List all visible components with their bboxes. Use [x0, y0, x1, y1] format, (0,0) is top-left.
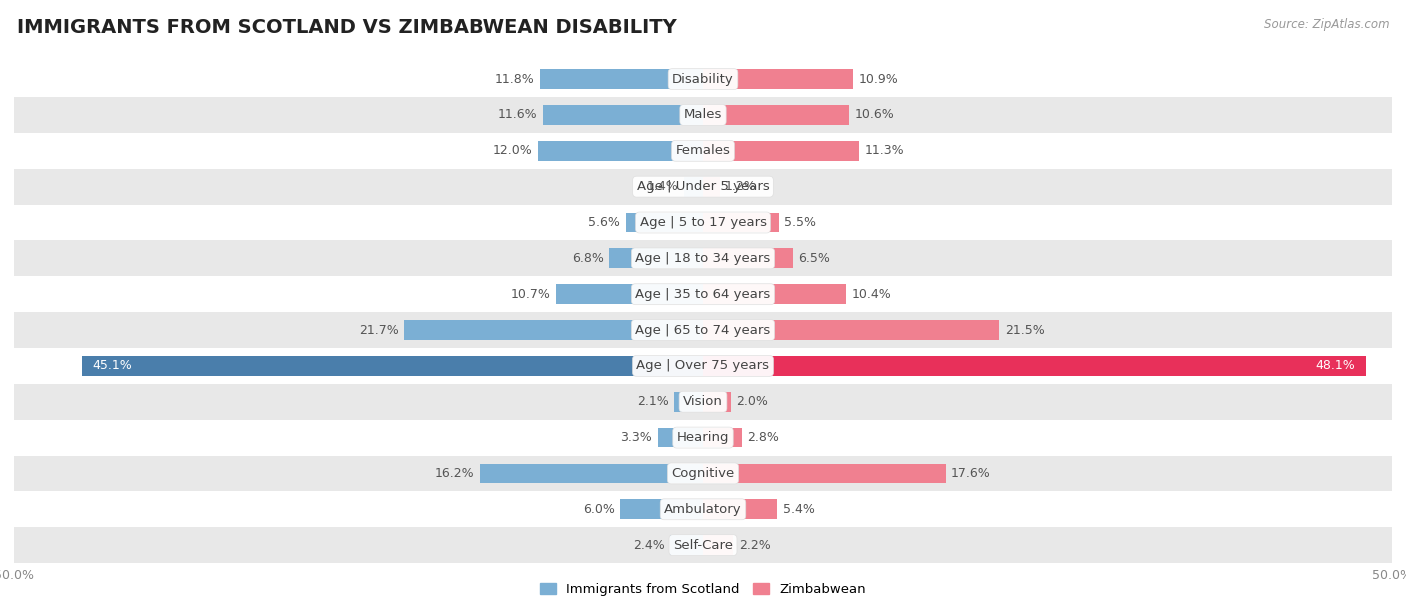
- Text: Source: ZipAtlas.com: Source: ZipAtlas.com: [1264, 18, 1389, 31]
- Text: 45.1%: 45.1%: [93, 359, 132, 372]
- Text: 5.6%: 5.6%: [589, 216, 620, 229]
- Legend: Immigrants from Scotland, Zimbabwean: Immigrants from Scotland, Zimbabwean: [534, 578, 872, 602]
- Text: 11.6%: 11.6%: [498, 108, 537, 121]
- Text: Ambulatory: Ambulatory: [664, 503, 742, 516]
- Bar: [14, 133, 1392, 169]
- Bar: [555, 285, 703, 304]
- Bar: [703, 285, 846, 304]
- Text: 2.4%: 2.4%: [633, 539, 665, 551]
- Text: 1.4%: 1.4%: [647, 180, 678, 193]
- Bar: [620, 499, 703, 519]
- Text: 21.7%: 21.7%: [359, 324, 398, 337]
- Bar: [14, 384, 1392, 420]
- Bar: [658, 428, 703, 447]
- Bar: [626, 212, 703, 233]
- Text: Vision: Vision: [683, 395, 723, 408]
- Bar: [14, 241, 1392, 276]
- Bar: [703, 105, 849, 125]
- Text: Cognitive: Cognitive: [672, 467, 734, 480]
- Text: 12.0%: 12.0%: [492, 144, 531, 157]
- Bar: [543, 105, 703, 125]
- Text: Disability: Disability: [672, 73, 734, 86]
- Text: 48.1%: 48.1%: [1315, 359, 1355, 372]
- Text: IMMIGRANTS FROM SCOTLAND VS ZIMBABWEAN DISABILITY: IMMIGRANTS FROM SCOTLAND VS ZIMBABWEAN D…: [17, 18, 676, 37]
- Bar: [703, 536, 734, 555]
- Bar: [703, 356, 1365, 376]
- Bar: [703, 212, 779, 233]
- Bar: [404, 320, 703, 340]
- Text: Age | 35 to 64 years: Age | 35 to 64 years: [636, 288, 770, 300]
- Text: Females: Females: [675, 144, 731, 157]
- Text: 11.3%: 11.3%: [865, 144, 904, 157]
- Bar: [14, 420, 1392, 455]
- Bar: [14, 491, 1392, 527]
- Bar: [703, 463, 945, 483]
- Text: Age | Over 75 years: Age | Over 75 years: [637, 359, 769, 372]
- Bar: [479, 463, 703, 483]
- Text: 10.9%: 10.9%: [859, 73, 898, 86]
- Bar: [703, 177, 720, 196]
- Bar: [673, 392, 703, 412]
- Text: 17.6%: 17.6%: [950, 467, 991, 480]
- Text: Age | 5 to 17 years: Age | 5 to 17 years: [640, 216, 766, 229]
- Text: 6.8%: 6.8%: [572, 252, 603, 265]
- Text: 21.5%: 21.5%: [1005, 324, 1045, 337]
- Bar: [537, 141, 703, 161]
- Text: 16.2%: 16.2%: [434, 467, 474, 480]
- Text: Hearing: Hearing: [676, 431, 730, 444]
- Text: 5.4%: 5.4%: [783, 503, 815, 516]
- Text: 11.8%: 11.8%: [495, 73, 534, 86]
- Bar: [14, 61, 1392, 97]
- Text: 5.5%: 5.5%: [785, 216, 817, 229]
- Text: Self-Care: Self-Care: [673, 539, 733, 551]
- Bar: [703, 428, 741, 447]
- Bar: [14, 455, 1392, 491]
- Text: 2.8%: 2.8%: [747, 431, 779, 444]
- Text: Age | 18 to 34 years: Age | 18 to 34 years: [636, 252, 770, 265]
- Bar: [703, 141, 859, 161]
- Bar: [683, 177, 703, 196]
- Bar: [703, 248, 793, 268]
- Bar: [14, 348, 1392, 384]
- Text: 2.2%: 2.2%: [738, 539, 770, 551]
- Bar: [14, 527, 1392, 563]
- Bar: [703, 320, 1000, 340]
- Text: 10.6%: 10.6%: [855, 108, 894, 121]
- Bar: [14, 204, 1392, 241]
- Text: 6.0%: 6.0%: [583, 503, 614, 516]
- Bar: [540, 69, 703, 89]
- Bar: [14, 276, 1392, 312]
- Bar: [14, 312, 1392, 348]
- Text: Age | Under 5 years: Age | Under 5 years: [637, 180, 769, 193]
- Text: Age | 65 to 74 years: Age | 65 to 74 years: [636, 324, 770, 337]
- Text: 10.4%: 10.4%: [852, 288, 891, 300]
- Bar: [14, 169, 1392, 204]
- Text: 10.7%: 10.7%: [510, 288, 550, 300]
- Bar: [669, 536, 703, 555]
- Text: 2.0%: 2.0%: [737, 395, 768, 408]
- Text: 6.5%: 6.5%: [799, 252, 830, 265]
- Bar: [14, 97, 1392, 133]
- Text: 3.3%: 3.3%: [620, 431, 652, 444]
- Bar: [609, 248, 703, 268]
- Text: Males: Males: [683, 108, 723, 121]
- Bar: [703, 392, 731, 412]
- Text: 2.1%: 2.1%: [637, 395, 669, 408]
- Text: 1.2%: 1.2%: [725, 180, 756, 193]
- Bar: [703, 69, 853, 89]
- Bar: [82, 356, 703, 376]
- Bar: [703, 499, 778, 519]
